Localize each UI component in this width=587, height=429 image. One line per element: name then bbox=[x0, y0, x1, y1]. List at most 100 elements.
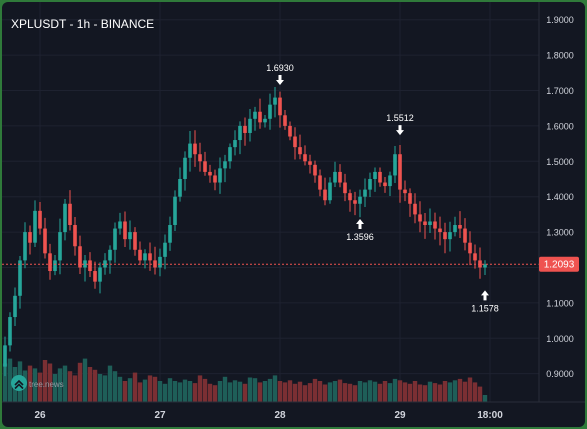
volume-bar bbox=[282, 382, 288, 402]
annotation: 1.3596 bbox=[346, 218, 374, 242]
time-axis[interactable]: 26 27 28 29 18:00 bbox=[34, 410, 503, 421]
volume-bar bbox=[207, 383, 213, 402]
candle-body bbox=[103, 260, 107, 268]
candle-body bbox=[108, 249, 112, 261]
volume-bar bbox=[272, 375, 278, 402]
volume-bar bbox=[412, 381, 418, 402]
candle-body bbox=[118, 221, 122, 229]
volume-bar bbox=[247, 377, 253, 402]
volume-bar bbox=[402, 382, 408, 402]
candle-body bbox=[323, 189, 327, 201]
volume-bar bbox=[302, 385, 308, 402]
volume-bar bbox=[357, 381, 363, 402]
candle-body bbox=[158, 256, 162, 268]
price-axis[interactable]: 1.9000 1.8000 1.7000 1.6000 1.5000 1.4000 1.30… bbox=[546, 15, 574, 379]
volume-bar bbox=[72, 375, 78, 402]
volume-bar bbox=[442, 381, 448, 402]
candle-body bbox=[368, 178, 372, 190]
candle-body bbox=[383, 182, 387, 187]
candle-body bbox=[413, 203, 417, 215]
candle-body bbox=[218, 168, 222, 183]
candle-body bbox=[293, 136, 297, 148]
candle-body bbox=[473, 253, 477, 261]
candle-body bbox=[483, 264, 487, 268]
candle-body bbox=[313, 164, 317, 176]
candle-body bbox=[398, 154, 402, 190]
price-axis-panel bbox=[539, 2, 585, 402]
volume-bar bbox=[427, 381, 433, 402]
time-tick-label: 27 bbox=[154, 410, 166, 421]
candle-body bbox=[198, 154, 202, 162]
volume-bar bbox=[187, 381, 193, 402]
volume-bar bbox=[312, 378, 318, 402]
time-tick-label: 26 bbox=[34, 410, 46, 421]
candle-body bbox=[143, 253, 147, 261]
volume-bar bbox=[97, 374, 103, 402]
volume-bar bbox=[392, 378, 398, 402]
volume-bar bbox=[82, 358, 88, 402]
candle-body bbox=[448, 232, 452, 240]
volume-bar bbox=[277, 381, 283, 402]
candle-body bbox=[428, 221, 432, 226]
volume-bar bbox=[222, 376, 228, 402]
candle-body bbox=[128, 232, 132, 240]
last-price-label: 1.2093 bbox=[544, 260, 575, 271]
volume-bar bbox=[467, 377, 473, 402]
volume-bar bbox=[7, 358, 13, 402]
volume-bar bbox=[237, 381, 243, 402]
candle-body bbox=[458, 225, 462, 229]
annotation-label: 1.1578 bbox=[471, 303, 499, 313]
volume-bar bbox=[337, 379, 343, 402]
volume-bar bbox=[447, 382, 453, 402]
volume-bar bbox=[307, 383, 313, 402]
volume-bar bbox=[132, 372, 138, 402]
candle-body bbox=[348, 193, 352, 201]
volume-bar bbox=[102, 375, 108, 402]
volume-bar bbox=[47, 363, 53, 402]
volume-bar bbox=[452, 380, 458, 402]
candle-body bbox=[433, 221, 437, 229]
volume-bar bbox=[322, 384, 328, 402]
volume-bar bbox=[287, 380, 293, 402]
volume-bar bbox=[37, 372, 43, 402]
candle-body bbox=[303, 154, 307, 162]
candle-body bbox=[53, 260, 57, 272]
volume-bar bbox=[437, 384, 443, 402]
candle-body bbox=[8, 317, 12, 346]
candle-body bbox=[318, 175, 322, 190]
candle-body bbox=[423, 221, 427, 226]
arrow-down-icon bbox=[276, 74, 284, 85]
volume-bar bbox=[407, 383, 413, 402]
candle-body bbox=[58, 232, 62, 261]
candle-body bbox=[123, 221, 127, 240]
volume-bar bbox=[117, 376, 123, 402]
candle-body bbox=[38, 210, 42, 229]
volume-bar bbox=[52, 374, 58, 402]
candle-body bbox=[288, 125, 292, 137]
candle-body bbox=[263, 118, 267, 123]
volume-bar bbox=[27, 365, 33, 402]
volume-bar bbox=[112, 371, 118, 402]
annotation-label: 1.6930 bbox=[266, 63, 294, 73]
volume-bar bbox=[92, 369, 98, 402]
candle-body bbox=[393, 154, 397, 176]
volume-bar bbox=[347, 383, 353, 402]
candle-body bbox=[188, 143, 192, 158]
last-price-badge: 1.2093 bbox=[539, 256, 579, 272]
chevrons-up-icon bbox=[11, 375, 27, 391]
candle-body bbox=[273, 97, 277, 105]
price-tick-label: 1.1000 bbox=[546, 298, 574, 308]
volume-bar bbox=[122, 381, 128, 402]
candle-body bbox=[203, 161, 207, 172]
candle-body bbox=[358, 196, 362, 204]
annotation: 1.1578 bbox=[471, 290, 499, 313]
candle-body bbox=[73, 225, 77, 247]
volume-bar bbox=[342, 383, 348, 402]
volume-bar bbox=[417, 384, 423, 402]
time-tick-label: 28 bbox=[274, 410, 286, 421]
candle-body bbox=[258, 111, 262, 123]
volume-bar bbox=[367, 380, 373, 402]
candle-body bbox=[148, 253, 152, 261]
candle-body bbox=[253, 111, 257, 119]
